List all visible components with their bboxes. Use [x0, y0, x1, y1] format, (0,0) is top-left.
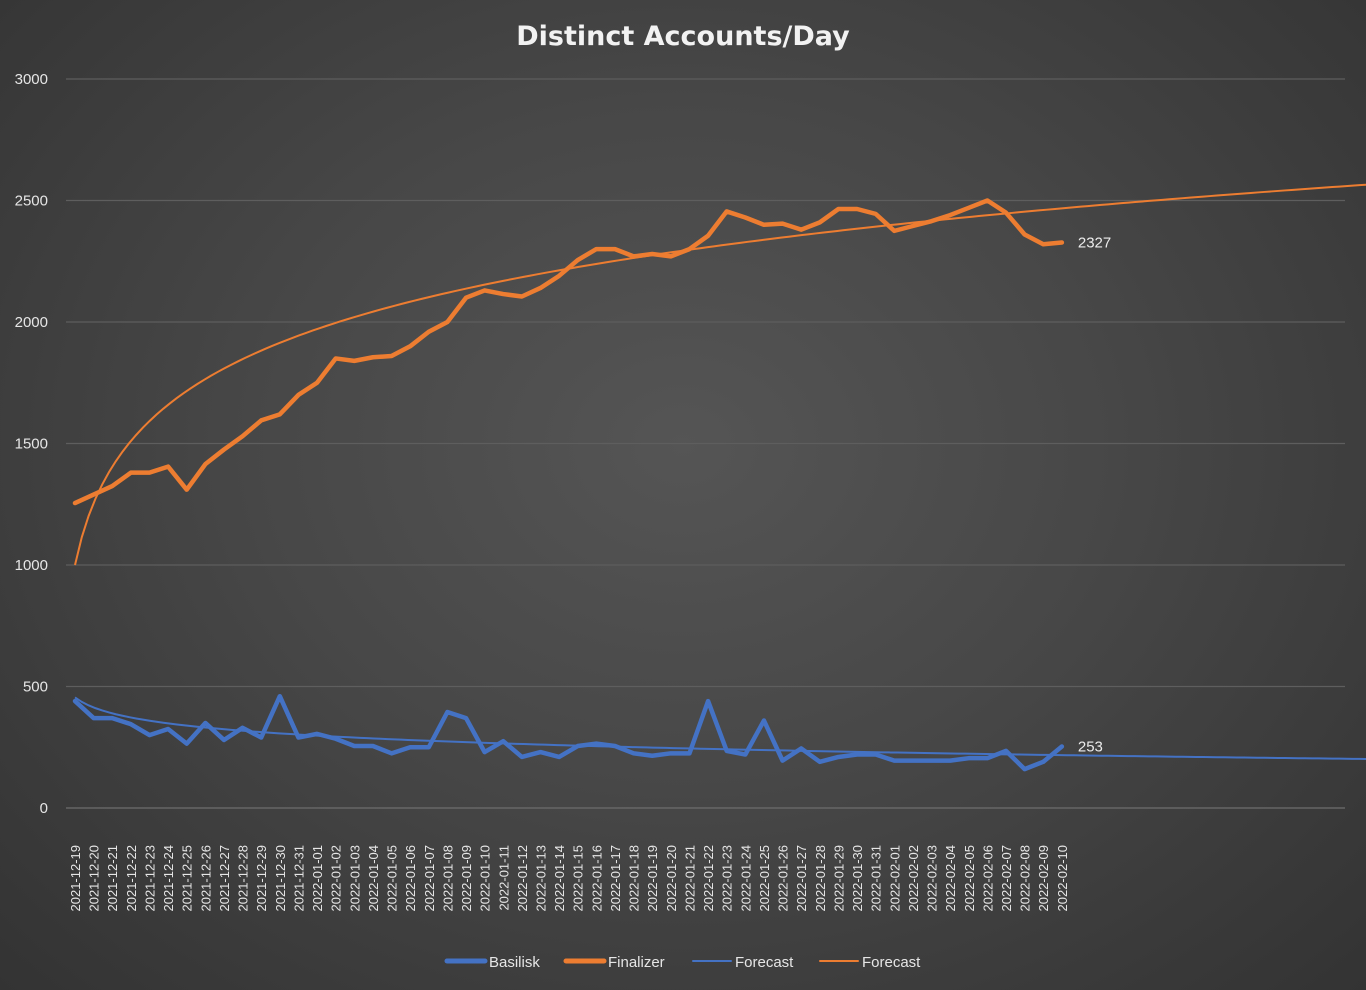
legend-item-1[interactable]: Basilisk — [444, 954, 540, 971]
x-tick-label: 2022-01-19 — [645, 845, 660, 912]
forecast-trendlines — [74, 183, 1366, 760]
legend-label: Finalizer — [608, 954, 665, 971]
x-tick-label: 2021-12-22 — [124, 845, 139, 912]
x-tick-label: 2022-01-04 — [366, 845, 381, 912]
x-tick-label: 2021-12-19 — [68, 845, 83, 912]
legend-item-2[interactable]: Finalizer — [563, 954, 665, 971]
x-tick-label: 2021-12-23 — [142, 845, 157, 912]
gridlines — [66, 78, 1345, 809]
x-tick-label: 2022-02-01 — [887, 845, 902, 912]
x-tick-label: 2022-02-05 — [962, 845, 977, 912]
x-tick-label: 2022-01-28 — [813, 845, 828, 912]
x-tick-label: 2022-02-07 — [999, 845, 1014, 912]
x-tick-label: 2022-01-27 — [794, 845, 809, 912]
x-tick-label: 2022-01-03 — [347, 845, 362, 912]
x-tick-label: 2022-01-09 — [459, 845, 474, 912]
trendline-finalizer — [74, 183, 1366, 566]
x-tick-label: 2022-01-29 — [831, 845, 846, 912]
x-tick-label: 2022-01-10 — [478, 845, 493, 912]
x-tick-label: 2022-01-31 — [869, 845, 884, 912]
x-tick-label: 2022-01-26 — [776, 845, 791, 912]
chart-title: Distinct Accounts/Day — [516, 21, 850, 52]
x-tick-label: 2022-01-08 — [440, 845, 455, 912]
x-tick-label: 2022-02-08 — [1018, 845, 1033, 912]
data-labels: 253 2327 — [1078, 235, 1111, 756]
y-tick-label: 2500 — [15, 193, 48, 210]
series-lines — [72, 198, 1065, 772]
data-label-finalizer: 2327 — [1078, 235, 1111, 252]
x-tick-label: 2022-01-02 — [329, 845, 344, 912]
x-tick-label: 2021-12-27 — [217, 845, 232, 912]
x-tick-label: 2022-01-13 — [534, 845, 549, 912]
x-axis-ticks: 2021-12-19 2021-12-20 2021-12-21 2021-12-22… — [68, 845, 1070, 912]
x-tick-label: 2022-01-17 — [608, 845, 623, 912]
y-tick-label: 1000 — [15, 557, 48, 574]
x-tick-label: 2022-01-25 — [757, 845, 772, 912]
y-axis-ticks: 0 500 1000 1500 2000 2500 3000 — [15, 71, 48, 817]
x-tick-label: 2022-02-02 — [906, 845, 921, 912]
x-tick-label: 2022-01-11 — [496, 845, 511, 911]
x-tick-label: 2022-01-06 — [403, 845, 418, 912]
x-tick-label: 2022-01-23 — [720, 845, 735, 912]
x-tick-label: 2022-01-18 — [627, 845, 642, 912]
x-tick-label: 2021-12-24 — [161, 845, 176, 912]
x-tick-label: 2021-12-30 — [273, 845, 288, 912]
x-tick-label: 2022-01-15 — [571, 845, 586, 912]
x-tick-label: 2021-12-21 — [105, 845, 120, 912]
x-tick-label: 2022-01-24 — [738, 845, 753, 912]
legend-label: Forecast — [862, 954, 921, 971]
x-tick-label: 2021-12-31 — [291, 845, 306, 912]
series-line-finalizer — [72, 198, 1065, 506]
x-tick-label: 2022-02-10 — [1055, 845, 1070, 912]
y-tick-label: 500 — [23, 679, 48, 696]
x-tick-label: 2022-02-03 — [925, 845, 940, 912]
x-tick-label: 2022-01-07 — [422, 845, 437, 912]
x-tick-label: 2021-12-25 — [180, 845, 195, 912]
x-tick-label: 2022-01-20 — [664, 845, 679, 912]
x-tick-label: 2022-02-09 — [1036, 845, 1051, 912]
legend[interactable]: Basilisk Finalizer Forecast Forecast — [444, 954, 921, 971]
legend-item-4[interactable]: Forecast — [819, 954, 921, 971]
x-tick-label: 2022-02-04 — [943, 845, 958, 912]
x-tick-label: 2022-01-22 — [701, 845, 716, 912]
x-tick-label: 2022-02-06 — [980, 845, 995, 912]
data-label-basilisk: 253 — [1078, 739, 1103, 756]
x-tick-label: 2021-12-26 — [198, 845, 213, 912]
legend-item-3[interactable]: Forecast — [692, 954, 794, 971]
y-tick-label: 3000 — [15, 71, 48, 88]
x-tick-label: 2021-12-29 — [254, 845, 269, 912]
x-tick-label: 2022-01-05 — [385, 845, 400, 912]
x-tick-label: 2022-01-30 — [850, 845, 865, 912]
x-tick-label: 2022-01-21 — [682, 845, 697, 912]
x-tick-label: 2022-01-01 — [310, 845, 325, 912]
x-tick-label: 2021-12-28 — [236, 845, 251, 912]
legend-label: Basilisk — [489, 954, 540, 971]
series-line-basilisk — [72, 693, 1065, 772]
x-tick-label: 2022-01-14 — [552, 845, 567, 912]
legend-label: Forecast — [735, 954, 794, 971]
x-tick-label: 2022-01-12 — [515, 845, 530, 912]
y-tick-label: 1500 — [15, 436, 48, 453]
x-tick-label: 2021-12-20 — [87, 845, 102, 912]
y-tick-label: 2000 — [15, 314, 48, 331]
y-tick-label: 0 — [40, 800, 48, 817]
x-tick-label: 2022-01-16 — [589, 845, 604, 912]
